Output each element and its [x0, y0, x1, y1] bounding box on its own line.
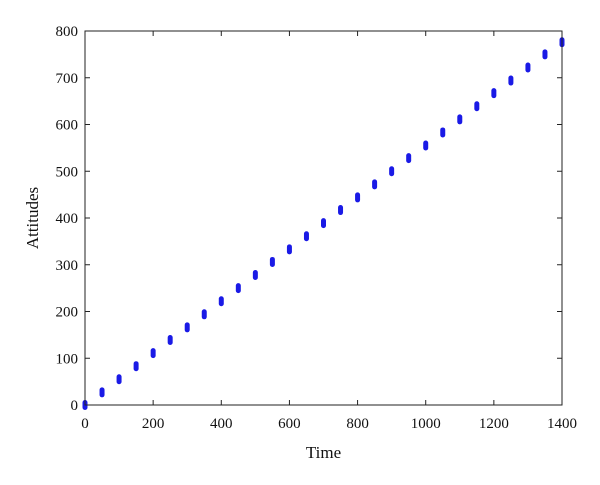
data-points [82, 37, 565, 410]
data-point [491, 88, 497, 99]
data-point [150, 348, 156, 359]
x-tick-label: 200 [142, 416, 165, 432]
data-point [201, 309, 207, 320]
data-point [474, 101, 480, 112]
data-point [542, 49, 548, 60]
data-point [116, 374, 122, 385]
data-point [440, 127, 446, 138]
data-point [303, 231, 309, 242]
y-tick-label: 700 [56, 71, 79, 87]
data-point [167, 335, 173, 346]
x-tick-label: 800 [346, 416, 369, 432]
data-point [338, 205, 344, 216]
data-point [406, 153, 412, 164]
data-point [133, 361, 139, 372]
y-tick-label: 800 [56, 24, 79, 40]
plot-frame [84, 30, 563, 406]
y-tick-label: 100 [56, 351, 79, 367]
x-tick-label: 400 [210, 416, 233, 432]
data-point [372, 179, 378, 190]
data-point [423, 140, 429, 151]
data-point [389, 166, 395, 177]
y-tick-label: 300 [56, 258, 79, 274]
data-point [508, 75, 514, 86]
data-point [321, 218, 326, 229]
data-point [286, 244, 292, 255]
y-tick-label: 500 [56, 164, 79, 180]
y-tick-label: 200 [56, 305, 79, 321]
y-tick-label: 0 [71, 398, 79, 414]
y-axis: 0 100 200 300 400 500 600 700 800 [56, 24, 562, 414]
data-point [99, 387, 105, 398]
data-point [269, 256, 275, 267]
y-axis-label: Attitudes [23, 187, 42, 249]
data-point [252, 270, 258, 281]
data-point [218, 296, 224, 307]
x-tick-label: 1400 [547, 416, 577, 432]
data-point [355, 192, 361, 203]
x-tick-label: 1000 [411, 416, 441, 432]
x-axis-label: Time [306, 443, 341, 462]
data-point [184, 322, 190, 333]
x-tick-label: 1200 [479, 416, 509, 432]
data-point [457, 114, 463, 125]
y-tick-label: 600 [56, 118, 79, 134]
y-tick-label: 400 [56, 211, 79, 227]
x-tick-label: 0 [81, 416, 89, 432]
data-point [235, 283, 241, 294]
x-tick-label: 600 [278, 416, 301, 432]
data-point [525, 62, 531, 73]
x-axis: 0 200 400 600 800 1000 1200 1400 [81, 31, 577, 432]
